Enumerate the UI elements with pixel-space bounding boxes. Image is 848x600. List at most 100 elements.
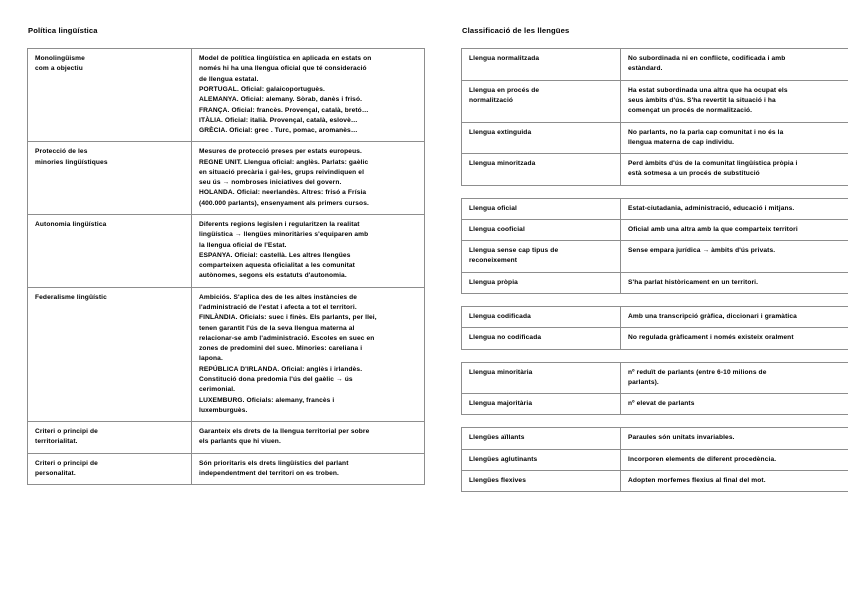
term-cell: Llengua cooficial — [461, 218, 621, 242]
text-line: està sotmesa a un procés de substitució — [628, 170, 760, 178]
text-line: Llengües flexives — [469, 477, 527, 485]
text-line: com a objectiu — [35, 65, 83, 73]
text-line: REPÚBLICA D'IRLANDA. Oficial: anglès i i… — [199, 365, 363, 373]
text-line: Monolingüisme — [35, 55, 85, 63]
term-cell: Llengües flexives — [461, 470, 621, 493]
table-row: Protecció de les minories lingüístiques Me… — [27, 141, 425, 216]
table-row: Llengua minoritzada Perd àmbits d'ús de l… — [461, 153, 848, 186]
text-line: Amb una transcripció gràfica, diccionari… — [628, 313, 797, 321]
oficialitat-table: Llengua oficial Estat-ciutadania, adminis… — [461, 197, 848, 295]
term-cell: Llengua codificada — [461, 306, 621, 329]
term-cell: Llengua oficial — [461, 197, 621, 220]
text-line: l'administració de l'estat i afecta a to… — [199, 304, 357, 312]
table-row: Llengua pròpia S'ha parlat històricament … — [461, 271, 848, 295]
tipologia-table: Llengües aïllants Paraules són unitats in… — [461, 427, 848, 493]
text-line: seu ús → nombroses iniciatives del gover… — [199, 179, 342, 187]
tipologia-table-body: Llengües aïllants Paraules són unitats in… — [461, 427, 848, 493]
text-line: GRÈCIA. Oficial: grec . Turc, pomac, aro… — [199, 127, 358, 135]
text-line: HOLANDA. Oficial: neerlandès. Altres: fr… — [199, 189, 367, 197]
description-cell: Amb una transcripció gràfica, diccionari… — [620, 306, 848, 329]
text-line: personalitat. — [35, 469, 76, 477]
table-row: Llengües aglutinants Incorporen elements … — [461, 448, 848, 472]
text-line: autònomes, segons els estatuts d'autonom… — [199, 272, 347, 280]
description-cell: S'ha parlat històricament en un territor… — [620, 271, 848, 295]
text-line: zones de predomini del suec. Minories: c… — [199, 345, 363, 353]
normalitzacio-table: Llengua normalitzada No subordinada ni en… — [461, 48, 848, 186]
term-cell: Llengua minoritzada — [461, 153, 621, 186]
right-column: Classificació de les llengües Llengua no… — [461, 26, 848, 493]
text-line: Llengua minoritària — [469, 368, 533, 376]
term-cell: Llengua en procés de normalització — [461, 79, 621, 123]
table-row: Llengua cooficial Oficial amb una altra a… — [461, 218, 848, 242]
text-line: nº elevat de parlants — [628, 400, 695, 408]
table-row: Llengua en procés de normalització Ha esta… — [461, 79, 848, 123]
text-line: començat un procés de normalització. — [628, 107, 753, 115]
term-cell: Llengua extinguida — [461, 121, 621, 155]
description-cell: No regulada gràficament i només existeix… — [620, 327, 848, 350]
text-line: FRANÇA. Oficial: francès. Provençal, cat… — [199, 106, 369, 114]
term-cell: Llengües aglutinants — [461, 448, 621, 472]
text-line: REGNE UNIT. Llengua oficial: anglès. Par… — [199, 158, 369, 166]
table-row: Llengua codificada Amb una transcripció g… — [461, 306, 848, 329]
text-line: Llengua cooficial — [469, 225, 525, 233]
table-row: Llengües flexives Adopten morfemes flexiu… — [461, 470, 848, 493]
description-cell: nº elevat de parlants — [620, 393, 848, 416]
nombre-parlants-table: Llengua minoritària nº reduït de parlants… — [461, 361, 848, 416]
text-line: de llengua estatal. — [199, 75, 259, 83]
left-column: Política lingüística Monolingüisme com a … — [27, 26, 425, 486]
description-cell: Garanteix els drets de la llengua territ… — [191, 421, 425, 454]
description-cell: Oficial amb una altra amb la que compart… — [620, 218, 848, 242]
text-line: Llengua codificada — [469, 313, 531, 321]
oficialitat-table-body: Llengua oficial Estat-ciutadania, adminis… — [461, 197, 848, 295]
two-column-layout: Política lingüística Monolingüisme com a … — [27, 26, 848, 493]
table-row: Autonomia lingüística Diferents regions l… — [27, 214, 425, 288]
text-line: Diferents regions legislen i regularitze… — [199, 221, 360, 229]
text-line: Incorporen elements de diferent procedèn… — [628, 455, 777, 463]
politica-linguistica-table-body: Monolingüisme com a objectiu Model de polí… — [27, 48, 425, 486]
text-line: la llengua oficial de l'Estat. — [199, 241, 287, 249]
term-cell: Llengua minoritària — [461, 361, 621, 395]
codificacio-table-body: Llengua codificada Amb una transcripció g… — [461, 306, 848, 350]
text-line: Llengua oficial — [469, 204, 517, 212]
text-line: Són prioritaris els drets lingüístics de… — [199, 459, 349, 467]
text-line: PORTUGAL. Oficial: galaicoportuguès. — [199, 85, 325, 93]
table-row: Monolingüisme com a objectiu Model de polí… — [27, 48, 425, 143]
text-line: comparteixen aquesta oficialitat a les c… — [199, 262, 355, 270]
text-line: independentment del territori on es trob… — [199, 469, 339, 477]
text-line: Criteri o principi de — [35, 428, 98, 436]
text-line: No regulada gràficament i només existeix… — [628, 334, 794, 342]
term-cell: Llengua sense cap tipus de reconeixement — [461, 240, 621, 273]
text-line: Autonomia lingüística — [35, 221, 107, 229]
description-cell: Ha estat subordinada una altra que ha oc… — [620, 79, 848, 123]
text-line: ITÀLIA. Oficial: italià. Provençal, cata… — [199, 116, 358, 124]
text-line: Perd àmbits d'ús de la comunitat lingüís… — [628, 160, 798, 168]
text-line: els parlants que hi viuen. — [199, 438, 281, 446]
text-line: (400.000 parlants), ensenyament als prim… — [199, 199, 369, 207]
description-cell: No parlants, no la parla cap comunitat i… — [620, 121, 848, 155]
text-line: Sense empara jurídica → àmbits d'ús priv… — [628, 247, 776, 255]
description-cell: Adopten morfemes flexius al final del mo… — [620, 470, 848, 493]
text-line: lingüística → llengües minoritàries s'eq… — [199, 231, 369, 239]
description-cell: Paraules són unitats invariables. — [620, 427, 848, 450]
text-line: LUXEMBURG. Oficials: alemany, francès i — [199, 396, 335, 404]
text-line: Model de política lingüística en aplicad… — [199, 55, 372, 63]
left-column-heading: Política lingüística — [28, 26, 98, 35]
text-line: Ha estat subordinada una altra que ha oc… — [628, 86, 788, 94]
text-line: seus àmbits d'ús. S'ha revertit la situa… — [628, 96, 776, 104]
description-cell: Ambiciós. S'aplica des de les altes inst… — [191, 286, 425, 423]
text-line: Llengua extinguida — [469, 128, 532, 136]
text-line: lapona. — [199, 355, 223, 363]
term-cell: Criteri o principi de territorialitat. — [27, 421, 192, 454]
table-row: Llengua no codificada No regulada gràfica… — [461, 327, 848, 350]
text-line: Oficial amb una altra amb la que compart… — [628, 225, 798, 233]
table-row: Criteri o principi de personalitat. Són pr… — [27, 452, 425, 486]
text-line: en situació precària i gal·les, grups re… — [199, 168, 365, 176]
term-cell: Llengua pròpia — [461, 271, 621, 295]
codificacio-table: Llengua codificada Amb una transcripció g… — [461, 306, 848, 350]
description-cell: Perd àmbits d'ús de la comunitat lingüís… — [620, 153, 848, 186]
text-line: estàndard. — [628, 65, 663, 73]
term-cell: Llengua normalitzada — [461, 48, 621, 81]
text-line: Constitució dona predomia l'ús del gaèli… — [199, 375, 353, 383]
text-line: minories lingüístiques — [35, 158, 108, 166]
